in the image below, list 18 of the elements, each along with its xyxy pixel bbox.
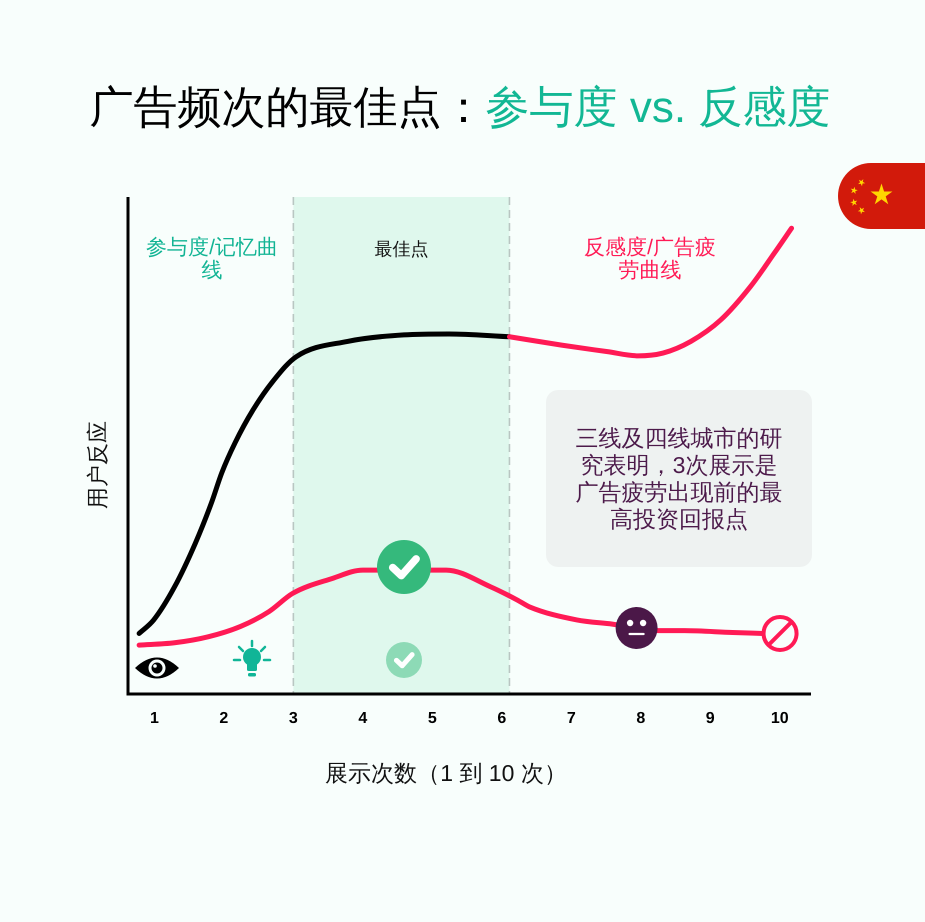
x-tick-label: 7 [566,710,576,727]
x-tick-label: 10 [770,710,789,727]
y-axis-title: 用户反应 [85,421,110,509]
x-tick-label: 1 [150,710,159,727]
x-tick-label: 5 [428,710,437,727]
band-label: 最佳点 [374,239,428,259]
x-tick-label: 3 [288,710,298,727]
x-tick-label: 4 [358,710,368,727]
chart-title: 广告频次的最佳点： [90,83,486,132]
annotation: 三线及四线城市的研究表明，3次展示是广告疲劳出现前的最高投资回报点 [574,424,784,532]
x-tick-label: 8 [636,710,646,727]
chart-subtitle: 参与度 vs. 反感度 [486,83,830,132]
x-tick-label: 6 [497,710,506,727]
x-tick-label: 2 [219,710,228,727]
annotation: 反感度/广告疲劳曲线 [583,236,717,282]
x-axis-title: 展示次数（1 到 10 次） [325,760,567,786]
x-tick-label: 9 [706,710,715,727]
annotation: 参与度/记忆曲线 [145,236,279,282]
